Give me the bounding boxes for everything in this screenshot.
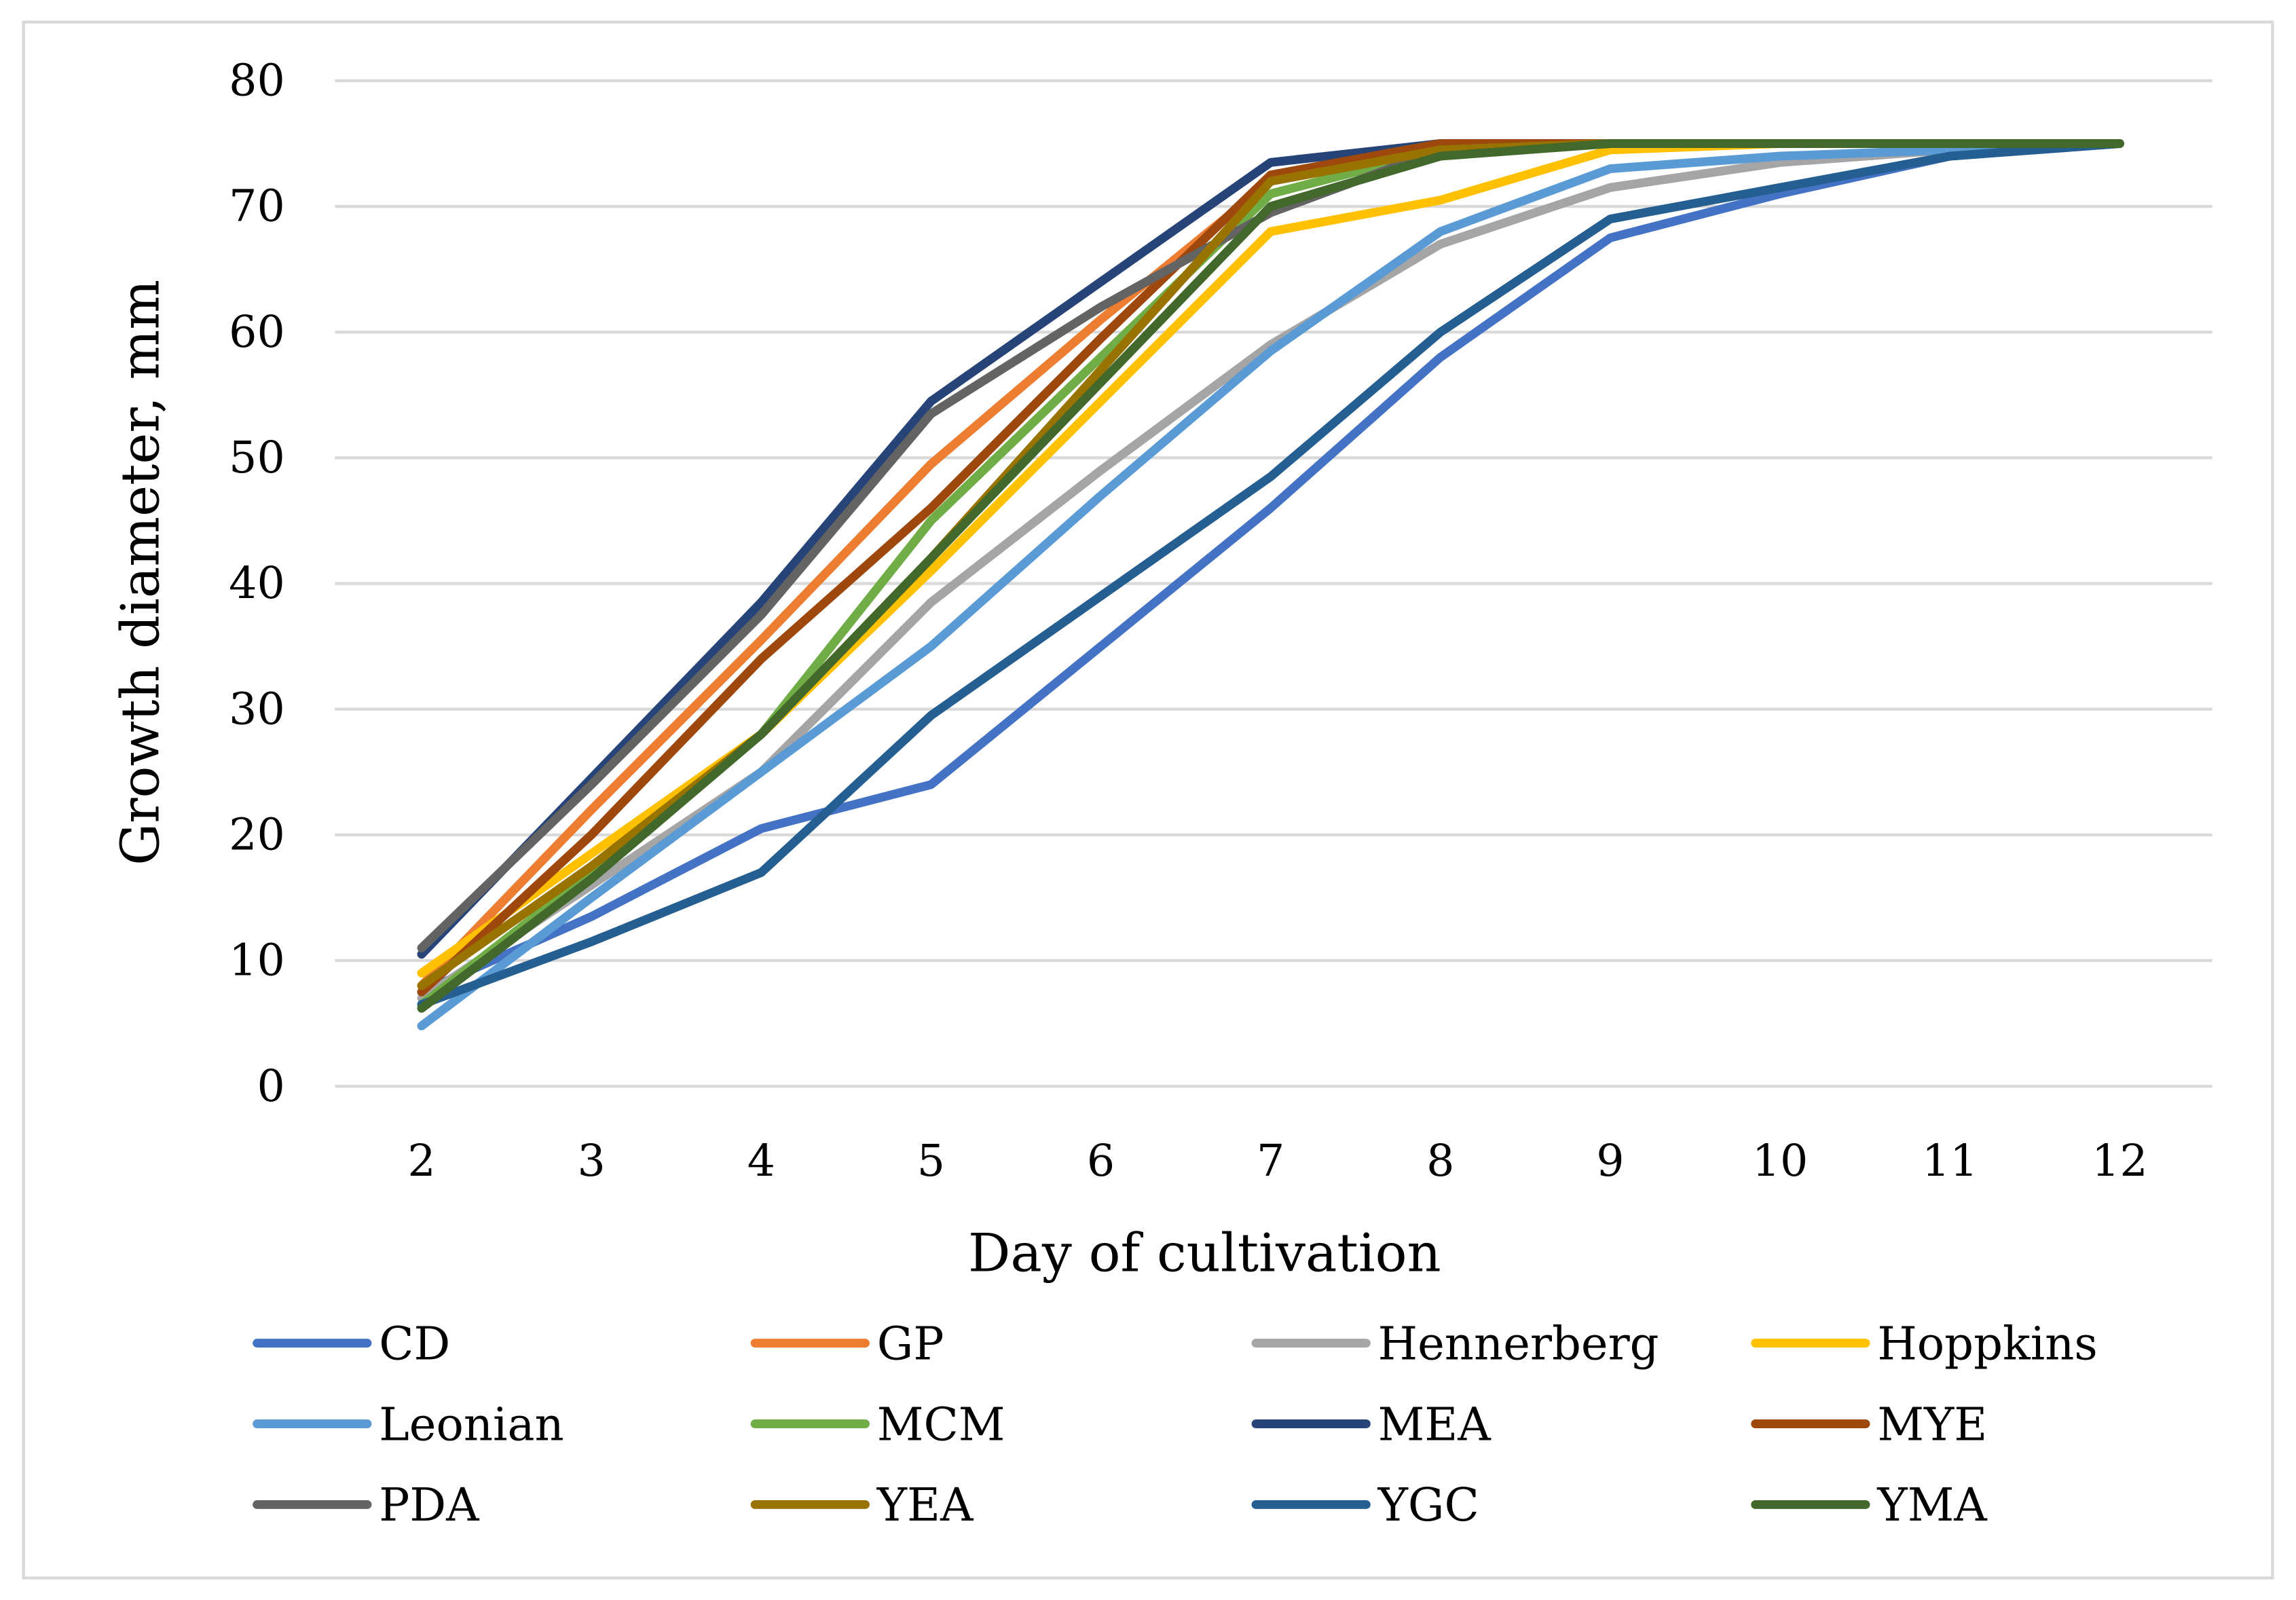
y-tick-label: 60	[229, 307, 285, 358]
legend-item-hennerberg: Hennerberg	[1251, 1317, 1659, 1370]
x-tick-label: 8	[1426, 1136, 1454, 1187]
legend-label: Hennerberg	[1378, 1317, 1659, 1370]
legend-item-mcm: MCM	[750, 1398, 1005, 1451]
series-line-yma	[417, 139, 2124, 1013]
legend-item-mye: MYE	[1751, 1398, 1987, 1451]
y-tick-label: 30	[229, 684, 285, 734]
legend-label: YMA	[1876, 1478, 1988, 1531]
x-tick-label: 4	[747, 1136, 775, 1187]
legend-item-leonian: Leonian	[253, 1398, 564, 1451]
legend-item-ygc: YGC	[1251, 1478, 1479, 1531]
x-tick-label: 11	[1922, 1136, 1978, 1187]
y-tick-label: 0	[257, 1061, 284, 1112]
legend-label: PDA	[379, 1478, 480, 1531]
legend-label: GP	[877, 1317, 944, 1370]
y-tick-label: 40	[229, 558, 285, 609]
legend-label: YGC	[1377, 1478, 1479, 1531]
x-tick-label: 10	[1752, 1136, 1809, 1187]
legend-label: Leonian	[379, 1398, 563, 1451]
legend-label: Hoppkins	[1877, 1317, 2097, 1370]
y-tick-label: 50	[229, 432, 285, 483]
legend: CD GP Hennerberg Hoppkins Leonian MCM MEA MYE PD…	[253, 1317, 2098, 1531]
x-tick-label: 7	[1257, 1136, 1284, 1187]
x-tick-label: 6	[1087, 1136, 1115, 1187]
legend-item-yma: YMA	[1751, 1478, 1988, 1531]
legend-label: YEA	[876, 1478, 974, 1531]
x-axis-title: Day of cultivation	[968, 1223, 1441, 1284]
legend-item-hoppkins: Hoppkins	[1751, 1317, 2098, 1370]
y-tick-label: 10	[229, 935, 285, 986]
legend-label: MCM	[877, 1398, 1005, 1451]
legend-item-cd: CD	[253, 1317, 450, 1370]
x-tick-label: 3	[577, 1136, 605, 1187]
x-tick-label: 2	[407, 1136, 435, 1187]
y-axis-title: Growth diameter, mm	[111, 280, 172, 866]
y-tick-label: 70	[229, 181, 285, 232]
series-line-leonian	[417, 139, 2124, 1030]
x-tick-label: 12	[2092, 1136, 2148, 1187]
legend-item-mea: MEA	[1251, 1398, 1492, 1451]
series-line-ygc	[417, 139, 2124, 1009]
x-tick-label: 5	[917, 1136, 945, 1187]
legend-label: MEA	[1378, 1398, 1492, 1451]
legend-label: MYE	[1877, 1398, 1987, 1451]
y-tick-label: 20	[229, 809, 285, 860]
legend-item-pda: PDA	[253, 1478, 480, 1531]
legend-item-gp: GP	[750, 1317, 944, 1370]
y-tick-label: 80	[229, 56, 285, 107]
legend-item-yea: YEA	[750, 1478, 974, 1531]
legend-label: CD	[379, 1317, 450, 1370]
x-tick-label: 9	[1596, 1136, 1624, 1187]
